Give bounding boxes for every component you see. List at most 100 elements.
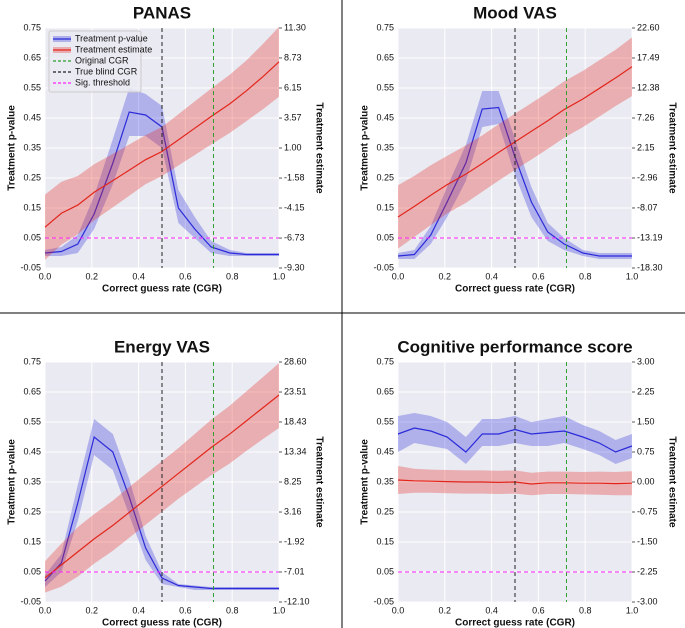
y2-tick-label: 11.30 [284, 22, 306, 32]
y-tick-label: 0.35 [23, 142, 41, 152]
y-axis-label: Treatment p-value [7, 439, 18, 525]
x-tick-label: 0.8 [226, 271, 239, 281]
y-tick-label: 0.25 [23, 506, 41, 516]
y2-tick-label: 12.38 [637, 82, 660, 92]
y-axis-label: Treatment p-value [7, 105, 18, 191]
x-tick-label: 0.0 [392, 605, 405, 615]
chart-title: PANAS [133, 3, 191, 22]
x-axis-label: Correct guess rate (CGR) [455, 618, 575, 628]
y2-tick-label: 8.73 [284, 52, 302, 62]
y2-tick-label: -0.75 [637, 506, 658, 516]
y-axis-label: Treatment p-value [360, 439, 371, 525]
series-line [44, 61, 280, 228]
y-tick-label: -0.05 [373, 262, 394, 272]
y-tick-label: 0.15 [376, 536, 394, 546]
y-tick-label: -0.05 [373, 596, 394, 606]
y-tick-label: -0.05 [20, 262, 41, 272]
y2-tick-label: 7.26 [637, 112, 655, 122]
legend-box [48, 30, 142, 93]
x-tick-label: 0.2 [86, 271, 99, 281]
y-tick-label: 0.55 [23, 416, 41, 426]
y-tick-label: 0.65 [23, 386, 41, 396]
x-tick-label: 0.0 [39, 271, 52, 281]
x-tick-label: 0.8 [226, 605, 239, 615]
x-tick-label: 0.6 [532, 605, 545, 615]
y2-tick-label: 17.49 [637, 52, 660, 62]
y-tick-label: 0.35 [376, 142, 394, 152]
y-tick-label: 0.65 [376, 386, 394, 396]
y-tick-label: -0.05 [20, 596, 41, 606]
y-tick-label: 0.25 [23, 172, 41, 182]
y-tick-label: 0.35 [376, 476, 394, 486]
y2-axis-label: Treatment estimate [313, 436, 324, 528]
x-tick-label: 0.8 [579, 605, 592, 615]
y-tick-label: 0.15 [23, 536, 41, 546]
y2-tick-label: 28.60 [284, 356, 307, 366]
y2-tick-label: 22.60 [637, 22, 660, 32]
y-tick-label: 0.05 [376, 566, 394, 576]
series-line [44, 394, 280, 579]
y2-tick-label: -1.58 [284, 172, 305, 182]
x-tick-label: 1.0 [626, 605, 639, 615]
y2-tick-label: 6.15 [284, 82, 302, 92]
x-axis-label: Correct guess rate (CGR) [102, 284, 222, 295]
y2-tick-label: -2.25 [637, 566, 658, 576]
x-tick-label: 1.0 [273, 605, 286, 615]
y2-tick-label: 2.25 [637, 386, 655, 396]
y2-tick-label: -2.96 [637, 172, 658, 182]
x-tick-label: 0.4 [485, 271, 498, 281]
series-line [397, 427, 633, 453]
y-tick-label: 0.75 [23, 356, 41, 366]
x-tick-label: 0.4 [485, 605, 498, 615]
y2-tick-label: -7.01 [284, 566, 305, 576]
y-tick-label: 0.25 [376, 172, 394, 182]
y-tick-label: 0.05 [23, 232, 41, 242]
y-tick-label: 0.15 [376, 202, 394, 212]
chart-title: Mood VAS [473, 3, 557, 22]
x-tick-label: 0.6 [179, 271, 192, 281]
x-tick-label: 0.6 [532, 271, 545, 281]
y-tick-label: 0.45 [376, 446, 394, 456]
x-tick-label: 0.6 [179, 605, 192, 615]
y2-axis-label: Treatment estimate [666, 102, 677, 194]
y-axis-label: Treatment p-value [360, 105, 371, 191]
x-tick-label: 0.2 [86, 605, 99, 615]
legend-label: Treatment p-value [75, 33, 148, 43]
chart-title: Energy VAS [114, 337, 210, 356]
x-tick-label: 1.0 [626, 271, 639, 281]
y2-axis-label: Treatment estimate [666, 436, 677, 528]
y-tick-label: 0.45 [23, 446, 41, 456]
y-tick-label: 0.15 [23, 202, 41, 212]
y-tick-label: 0.05 [23, 566, 41, 576]
y2-tick-label: -3.00 [637, 596, 658, 606]
x-axis-label: Correct guess rate (CGR) [455, 284, 575, 295]
legend-label: True blind CGR [75, 66, 138, 76]
y2-tick-label: 18.43 [284, 416, 307, 426]
confidence-band [45, 419, 279, 590]
x-tick-label: 0.0 [39, 605, 52, 615]
y-tick-label: 0.75 [376, 356, 394, 366]
x-axis-label: Correct guess rate (CGR) [102, 618, 222, 628]
y2-tick-label: -4.15 [284, 202, 305, 212]
x-tick-label: 0.0 [392, 271, 405, 281]
y2-tick-label: -8.07 [637, 202, 658, 212]
y-tick-label: 0.55 [376, 82, 394, 92]
x-tick-label: 0.2 [439, 605, 452, 615]
y2-tick-label: 3.57 [284, 112, 302, 122]
x-tick-label: 0.2 [439, 271, 452, 281]
y2-tick-label: 3.16 [284, 506, 302, 516]
y2-tick-label: 3.00 [637, 356, 655, 366]
y-tick-label: 0.75 [376, 22, 394, 32]
x-tick-label: 1.0 [273, 271, 286, 281]
y-tick-label: 0.45 [23, 112, 41, 122]
y2-tick-label: -6.73 [284, 232, 305, 242]
legend-label: Treatment estimate [75, 44, 152, 54]
series-line [44, 435, 279, 590]
y2-tick-label: 8.25 [284, 476, 302, 486]
y2-tick-label: 0.00 [637, 476, 655, 486]
x-tick-label: 0.4 [132, 271, 145, 281]
confidence-band [398, 466, 632, 496]
legend-label: Original CGR [75, 55, 129, 65]
y-tick-label: 0.65 [23, 52, 41, 62]
